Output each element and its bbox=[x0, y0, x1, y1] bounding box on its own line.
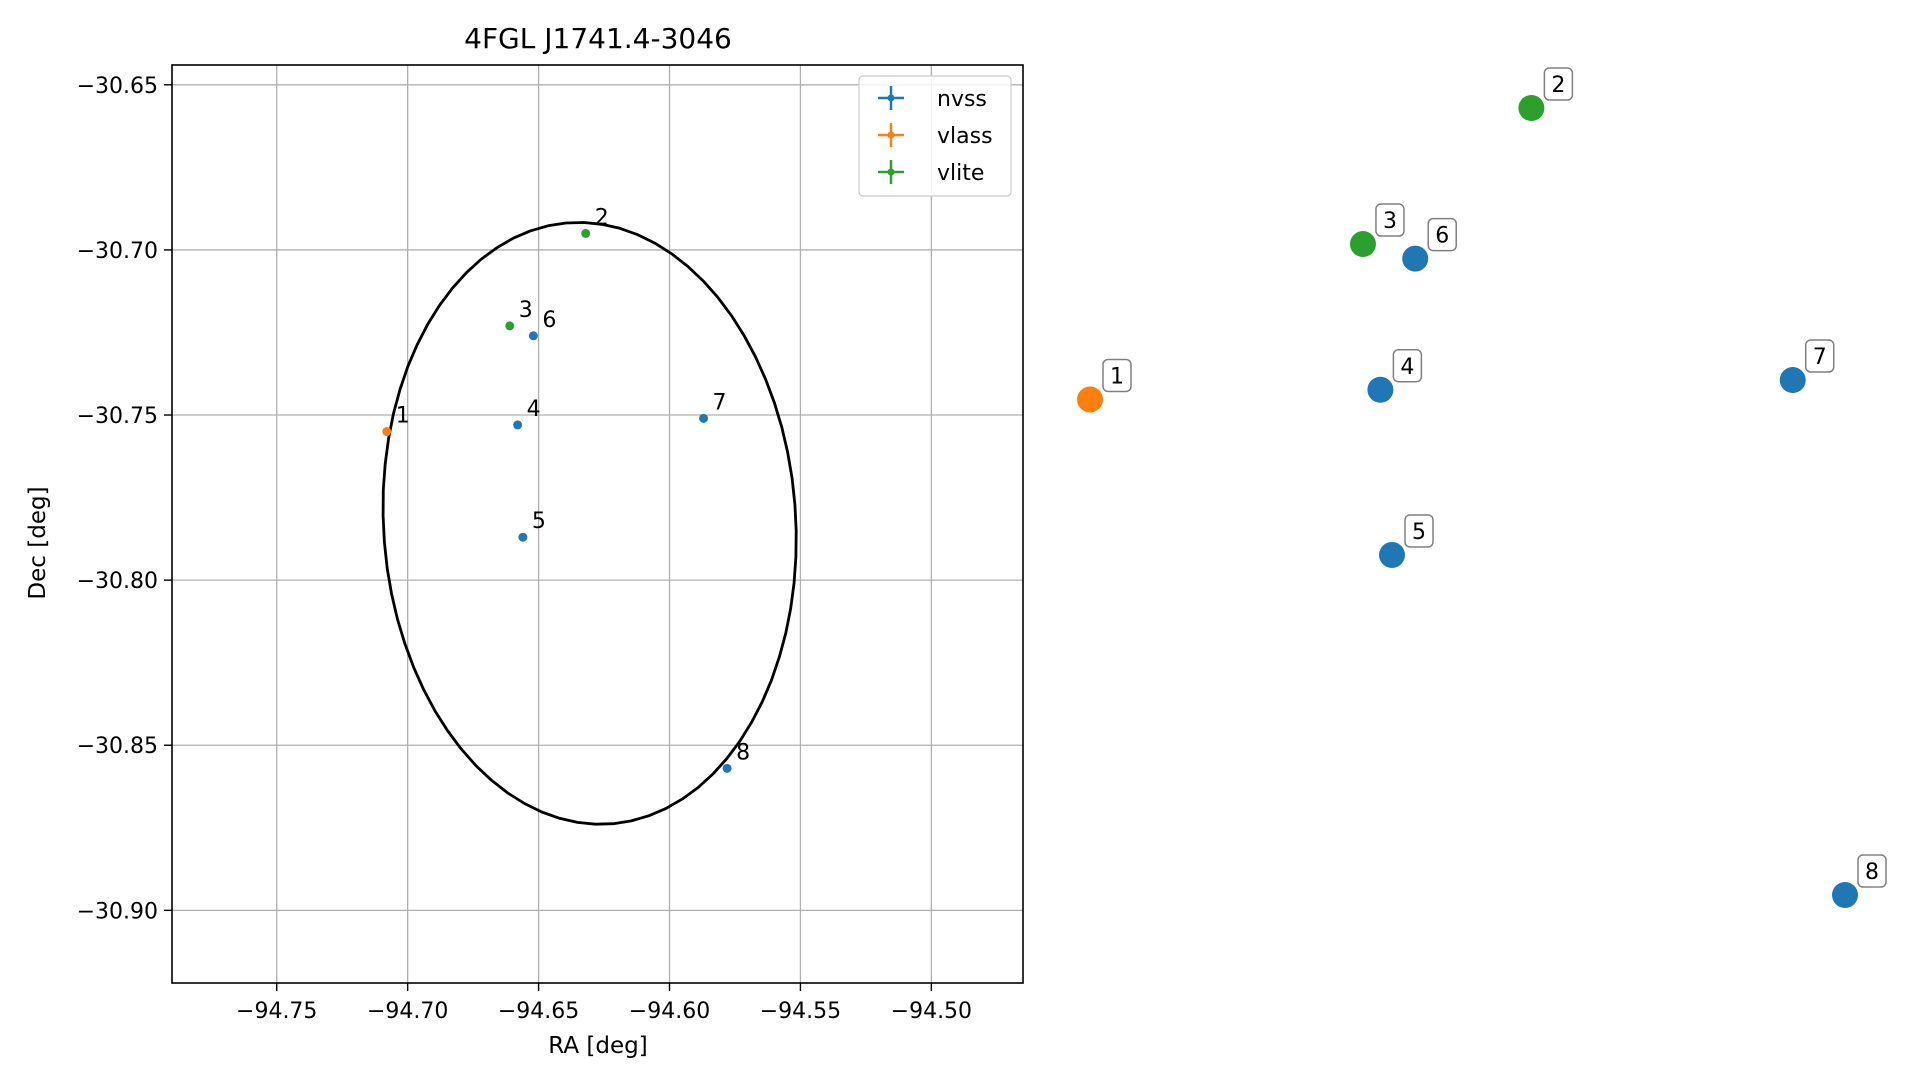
map-label-box bbox=[1375, 203, 1405, 237]
point-label: 4 bbox=[527, 397, 541, 422]
ellipse-layer bbox=[381, 221, 798, 826]
x-tick-label: −94.50 bbox=[891, 999, 972, 1024]
map-point bbox=[1402, 245, 1429, 272]
map-label-box bbox=[1404, 514, 1434, 548]
map-label-box bbox=[1102, 358, 1132, 393]
map-label: 5 bbox=[1412, 520, 1426, 545]
y-tick-label: −30.85 bbox=[77, 734, 158, 759]
point-label: 3 bbox=[519, 298, 533, 323]
legend-label-vlass: vlass bbox=[937, 124, 993, 149]
map-label: 3 bbox=[1383, 209, 1397, 234]
map-label-box bbox=[1392, 349, 1423, 383]
error-ellipse bbox=[381, 221, 798, 826]
data-point-vlass bbox=[382, 427, 392, 437]
x-axis-ticks: −94.75 −94.70 −94.65 −94.60 −94.55 −94.50 bbox=[236, 983, 972, 1024]
legend-marker-vlite-dot bbox=[887, 168, 895, 176]
y-tick-label: −30.80 bbox=[77, 569, 158, 594]
data-point-nvss bbox=[699, 413, 709, 423]
map-point bbox=[1779, 367, 1806, 394]
map-point bbox=[1518, 95, 1545, 121]
label-map: 1 2 3 4 5 6 7 8 bbox=[1077, 67, 1887, 908]
point-label: 8 bbox=[736, 740, 750, 765]
data-point-nvss bbox=[518, 532, 528, 542]
map-label-box bbox=[1804, 339, 1835, 373]
map-point bbox=[1077, 386, 1103, 413]
x-axis-label: RA [deg] bbox=[548, 1033, 647, 1059]
data-point-nvss bbox=[513, 420, 523, 430]
chart-title: 4FGL J1741.4-3046 bbox=[464, 22, 732, 55]
data-point-nvss bbox=[528, 331, 538, 341]
map-label-box bbox=[1857, 854, 1887, 888]
map-label-box bbox=[1427, 217, 1457, 252]
map-label: 7 bbox=[1813, 345, 1827, 370]
map-label: 6 bbox=[1435, 224, 1449, 249]
map-point bbox=[1367, 376, 1394, 403]
data-point-vlite bbox=[505, 321, 515, 331]
legend-entry-vlass: vlass bbox=[878, 123, 993, 149]
points-layer: 4 5 6 7 8 1 2 3 bbox=[382, 205, 750, 773]
y-tick-label: −30.90 bbox=[77, 899, 158, 924]
y-tick-label: −30.65 bbox=[77, 74, 158, 99]
point-label: 1 bbox=[396, 404, 410, 429]
legend-marker-vlass-dot bbox=[887, 131, 895, 139]
map-point bbox=[1349, 231, 1376, 258]
point-label: 6 bbox=[542, 308, 556, 333]
data-point-nvss bbox=[722, 763, 732, 773]
y-tick-label: −30.75 bbox=[77, 404, 158, 429]
x-tick-label: −94.55 bbox=[760, 999, 841, 1024]
map-point bbox=[1832, 882, 1858, 908]
y-tick-label: −30.70 bbox=[77, 239, 158, 264]
legend-label-vlite: vlite bbox=[937, 161, 984, 186]
y-axis-label: Dec [deg] bbox=[25, 486, 51, 599]
grid bbox=[172, 65, 1023, 983]
x-tick-label: −94.65 bbox=[498, 999, 579, 1024]
map-label: 1 bbox=[1110, 364, 1124, 389]
plot-frame bbox=[171, 64, 1024, 984]
legend-label-nvss: nvss bbox=[937, 87, 987, 112]
point-label: 5 bbox=[532, 509, 546, 534]
data-point-vlite bbox=[581, 228, 591, 238]
map-label: 4 bbox=[1400, 355, 1414, 380]
x-tick-label: −94.60 bbox=[629, 999, 710, 1024]
legend-box bbox=[858, 75, 1012, 197]
legend-entry-vlite: vlite bbox=[878, 160, 984, 186]
map-label: 2 bbox=[1551, 73, 1565, 98]
point-label: 7 bbox=[713, 390, 727, 415]
point-label: 2 bbox=[595, 205, 609, 230]
map-label-box bbox=[1543, 67, 1574, 101]
map-point bbox=[1379, 541, 1405, 568]
legend-entry-nvss: nvss bbox=[878, 86, 987, 112]
legend: nvss vlass vlite bbox=[858, 75, 1012, 197]
y-axis-ticks: −30.65 −30.70 −30.75 −30.80 −30.85 −30.90 bbox=[77, 74, 172, 924]
x-tick-label: −94.75 bbox=[236, 999, 317, 1024]
x-tick-label: −94.70 bbox=[367, 999, 448, 1024]
map-label: 8 bbox=[1865, 860, 1879, 885]
legend-marker-nvss-dot bbox=[887, 94, 895, 102]
